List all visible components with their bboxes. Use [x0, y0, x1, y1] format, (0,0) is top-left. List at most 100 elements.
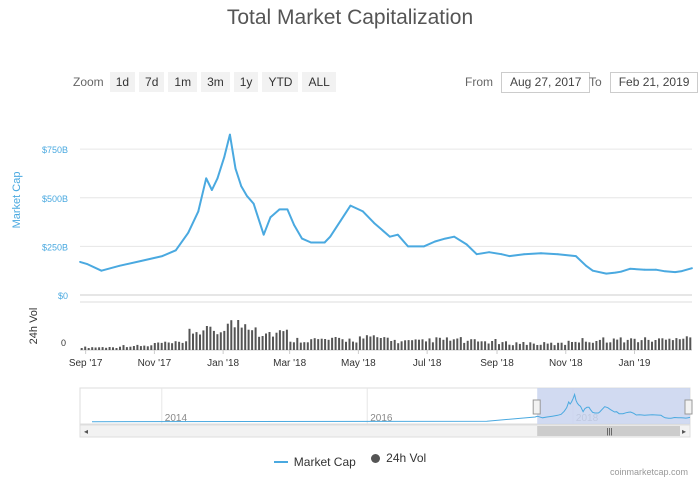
scroll-right-arrow-icon[interactable]: ▸: [682, 427, 686, 436]
zoom-button-1d[interactable]: 1d: [109, 72, 136, 92]
volume-bar: [348, 338, 351, 350]
market-cap-point: [691, 267, 693, 270]
volume-bar: [358, 336, 361, 350]
y-tick-label: $250B: [42, 242, 68, 252]
legend-label-market-cap: Market Cap: [293, 454, 356, 469]
volume-bar: [532, 343, 535, 350]
volume-bar: [689, 337, 692, 350]
market-cap-point: [100, 269, 103, 272]
volume-bar: [205, 326, 208, 350]
volume-bar: [317, 339, 320, 350]
volume-bar: [139, 346, 142, 350]
volume-bar: [310, 339, 313, 350]
volume-bar: [671, 340, 674, 350]
x-tick-label: Nov '18: [549, 358, 583, 369]
volume-bar: [602, 337, 605, 350]
market-cap-point: [475, 253, 478, 256]
y-tick-label: $750B: [42, 145, 68, 155]
volume-bar: [428, 338, 431, 350]
market-cap-point: [488, 251, 490, 254]
volume-bar: [219, 332, 222, 350]
scroll-left-arrow-icon[interactable]: ◂: [84, 427, 88, 436]
volume-bar: [550, 342, 553, 350]
zoom-button-ytd[interactable]: YTD: [262, 72, 299, 92]
volume-bar: [425, 341, 427, 350]
market-cap-point: [540, 252, 542, 255]
navigator-selection: [537, 388, 690, 424]
volume-bar: [132, 346, 135, 350]
x-tick-label: Jan '19: [619, 358, 651, 369]
market-cap-point: [223, 156, 226, 158]
navigator-handle-right[interactable]: [684, 399, 693, 415]
to-date-input[interactable]: Feb 21, 2019: [609, 71, 699, 93]
volume-bar: [230, 320, 233, 350]
market-cap-point: [118, 264, 121, 267]
volume-bar: [80, 348, 83, 350]
volume-bar: [685, 336, 688, 350]
volume-bar: [546, 343, 549, 350]
x-tick-label: Jul '18: [413, 358, 442, 369]
volume-bar: [174, 341, 177, 350]
zoom-button-1m[interactable]: 1m: [168, 72, 198, 92]
to-label: To: [589, 75, 602, 89]
market-cap-point: [174, 249, 177, 252]
zoom-button-3m[interactable]: 3m: [201, 72, 230, 92]
navigator-tick-label: 2014: [165, 413, 188, 424]
volume-bar: [612, 338, 615, 350]
volume-bar: [195, 332, 198, 350]
volume-bar: [226, 323, 229, 350]
legend-item-market-cap[interactable]: Market Cap: [273, 454, 356, 469]
navigator-handle-left[interactable]: [532, 399, 541, 415]
x-tick-label: Sep '18: [480, 358, 514, 369]
volume-bar: [498, 344, 500, 350]
market-cap-point: [373, 222, 376, 225]
x-tick-label: Sep '17: [69, 358, 103, 369]
volume-bar: [327, 339, 330, 350]
scrollbar-thumb[interactable]: [537, 426, 680, 436]
volume-bar: [630, 338, 633, 350]
legend-item-volume[interactable]: 24h Vol: [371, 451, 426, 465]
volume-bar: [251, 330, 254, 350]
volume-bar: [254, 327, 257, 350]
market-cap-point: [211, 189, 213, 191]
market-cap-point: [674, 271, 676, 273]
volume-bar: [393, 339, 396, 350]
from-date-input[interactable]: Aug 27, 2017: [501, 71, 591, 93]
zoom-button-1y[interactable]: 1y: [233, 72, 259, 92]
volume-bar: [91, 347, 94, 350]
volume-bar: [640, 340, 643, 350]
volume-bar: [397, 343, 400, 350]
y-tick-label: $0: [58, 291, 68, 301]
volume-bar: [543, 342, 546, 350]
zoom-button-7d[interactable]: 7d: [139, 72, 165, 92]
volume-bar: [136, 344, 139, 350]
y-tick-label: $500B: [42, 194, 68, 204]
market-cap-point: [444, 237, 447, 240]
volume-bar: [557, 342, 560, 350]
volume-bar: [574, 341, 577, 350]
market-cap-point: [605, 272, 608, 275]
volume-bar: [258, 336, 261, 350]
market-cap-point: [591, 269, 594, 272]
market-cap-point: [465, 243, 468, 246]
volume-bar: [678, 339, 681, 350]
market-cap-point: [557, 253, 559, 256]
volume-bar: [164, 341, 167, 350]
volume-bar: [223, 330, 226, 350]
volume-bar: [484, 341, 487, 350]
volume-bar: [188, 328, 191, 350]
volume-bar: [647, 339, 650, 350]
volume-bar: [334, 337, 337, 350]
volume-bar: [682, 338, 685, 350]
volume-bar: [505, 341, 507, 350]
volume-bar: [494, 339, 497, 350]
volume-bar: [459, 337, 462, 350]
volume-bar: [616, 339, 619, 350]
zoom-button-all[interactable]: ALL: [302, 72, 336, 92]
volume-bar: [275, 332, 278, 350]
market-cap-point: [187, 231, 190, 234]
x-tick-label: Nov '17: [138, 358, 172, 369]
volume-bar: [285, 329, 288, 350]
volume-bar: [216, 334, 219, 350]
